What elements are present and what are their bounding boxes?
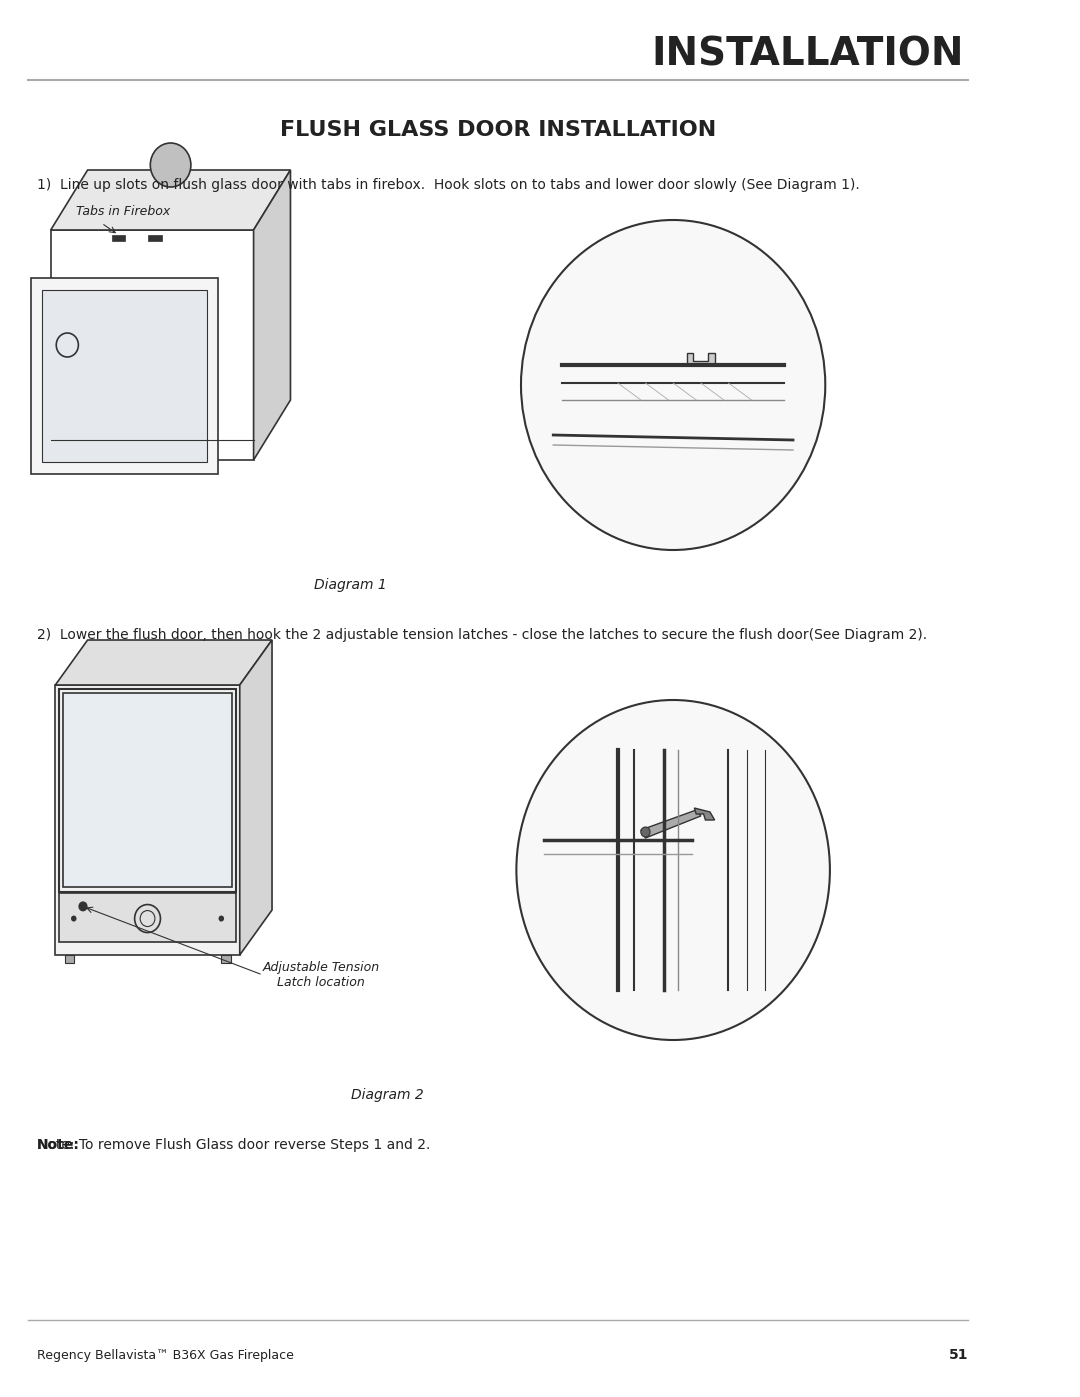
Circle shape (71, 915, 77, 922)
Text: Note: To remove Flush Glass door reverse Steps 1 and 2.: Note: To remove Flush Glass door reverse… (37, 1139, 430, 1153)
Bar (42, 291, 206, 462)
Text: INSTALLATION: INSTALLATION (651, 36, 963, 74)
Bar (31, 278, 218, 474)
Bar (55, 685, 240, 956)
Circle shape (218, 915, 224, 922)
Circle shape (150, 142, 191, 187)
Text: Diagram 2: Diagram 2 (351, 1088, 423, 1102)
Text: 51: 51 (948, 1348, 968, 1362)
Text: 1)  Line up slots on flush glass door with tabs in firebox.  Hook slots on to ta: 1) Line up slots on flush glass door wit… (37, 177, 860, 191)
Bar (111, 235, 125, 242)
Polygon shape (51, 170, 291, 231)
Text: Note:: Note: (37, 1139, 80, 1153)
Circle shape (79, 901, 87, 911)
Text: Adjustable Tension
Latch location: Adjustable Tension Latch location (262, 961, 380, 989)
Polygon shape (640, 810, 701, 838)
Bar (65, 956, 73, 963)
Text: Regency Bellavista™ B36X Gas Fireplace: Regency Bellavista™ B36X Gas Fireplace (37, 1348, 294, 1362)
Circle shape (640, 827, 650, 837)
Bar (148, 235, 162, 242)
Bar (63, 693, 232, 887)
Bar (221, 956, 230, 963)
Polygon shape (694, 807, 715, 820)
Bar (51, 231, 254, 460)
Text: 2)  Lower the flush door, then hook the 2 adjustable tension latches - close the: 2) Lower the flush door, then hook the 2… (37, 629, 927, 643)
Polygon shape (687, 353, 715, 365)
Polygon shape (240, 640, 272, 956)
Bar (59, 893, 237, 942)
Polygon shape (254, 170, 291, 460)
Circle shape (516, 700, 829, 1039)
Bar (59, 689, 237, 891)
Text: FLUSH GLASS DOOR INSTALLATION: FLUSH GLASS DOOR INSTALLATION (280, 120, 716, 140)
Text: Diagram 1: Diagram 1 (314, 578, 387, 592)
Text: Tabs in Firebox: Tabs in Firebox (76, 205, 170, 218)
Circle shape (521, 219, 825, 550)
Polygon shape (55, 640, 272, 685)
